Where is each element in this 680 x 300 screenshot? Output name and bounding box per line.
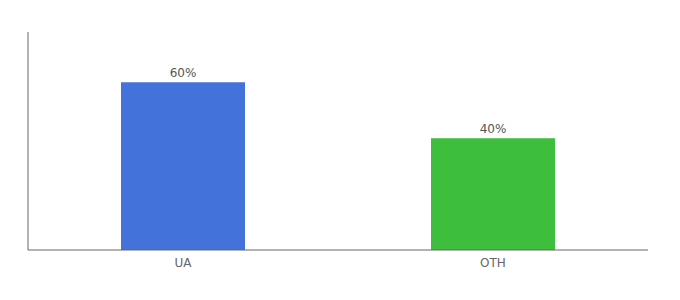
svg-text:OTH: OTH <box>480 256 506 270</box>
svg-text:40%: 40% <box>480 122 507 136</box>
svg-text:UA: UA <box>175 256 193 270</box>
svg-text:60%: 60% <box>170 66 197 80</box>
